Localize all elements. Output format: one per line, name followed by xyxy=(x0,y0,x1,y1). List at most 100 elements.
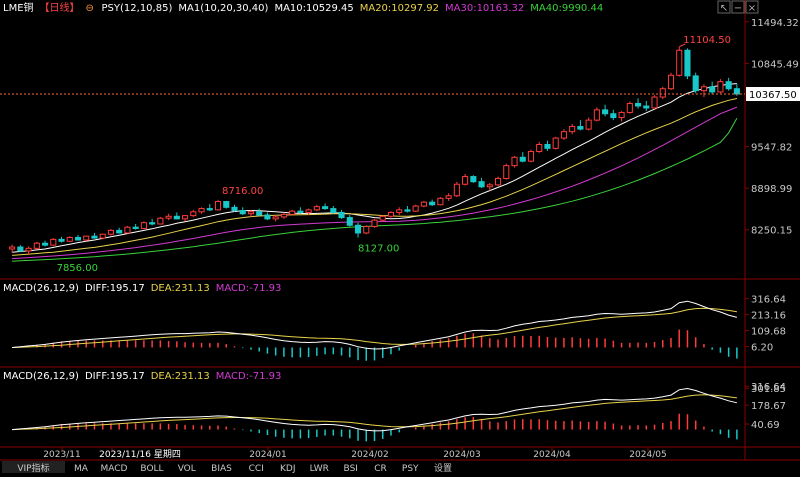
tab-label: VIP指标 xyxy=(17,462,49,473)
candle xyxy=(346,217,353,226)
annotation-mid: 8716.00 xyxy=(222,186,263,197)
close-button[interactable] xyxy=(745,0,759,14)
candle xyxy=(676,49,683,76)
macd-header-dea: DEA:231.13 xyxy=(151,371,210,382)
ma-line-ma10 xyxy=(12,83,737,253)
candle xyxy=(322,206,329,210)
restore-button[interactable] xyxy=(717,0,731,14)
header-symbol: LME铜 xyxy=(3,2,34,14)
price-tick-label: 9547.82 xyxy=(751,143,792,154)
candle xyxy=(99,233,106,239)
info-icon: ⊖ xyxy=(86,3,94,14)
candle xyxy=(445,195,452,199)
tab-9[interactable] xyxy=(337,461,365,473)
tab-6[interactable] xyxy=(242,461,271,473)
tab-0[interactable] xyxy=(2,461,65,473)
candle xyxy=(634,102,642,107)
tab-11[interactable] xyxy=(396,461,425,473)
macd-header-label: MACD(26,12,9) xyxy=(3,371,79,382)
candle xyxy=(651,96,658,109)
candle xyxy=(552,137,559,149)
tab-2[interactable] xyxy=(97,461,131,473)
candle xyxy=(404,209,411,212)
annotation-high: 11104.50 xyxy=(683,35,731,46)
macd-diff-line xyxy=(12,387,738,432)
candle xyxy=(420,201,427,207)
macd-diff-line xyxy=(12,300,738,350)
candle xyxy=(363,226,370,234)
candle xyxy=(354,224,362,234)
macd-tick-label: 109.68 xyxy=(751,327,786,338)
candle xyxy=(182,215,189,220)
x-axis-label: 2024/01 xyxy=(249,450,286,460)
tab-7[interactable] xyxy=(274,461,302,473)
x-axis-label: 2024/03 xyxy=(443,450,480,460)
candle xyxy=(692,75,699,92)
header-ma10: MA10:10529.45 xyxy=(274,3,353,14)
candle xyxy=(206,208,213,211)
price-tick-label: 10845.49 xyxy=(751,59,799,70)
candle xyxy=(305,209,312,213)
candle xyxy=(527,151,535,162)
tab-10[interactable] xyxy=(368,461,393,473)
candle xyxy=(289,210,296,215)
candle xyxy=(396,209,403,213)
candle xyxy=(280,213,287,218)
tab-label: BSI xyxy=(344,464,358,473)
candle xyxy=(437,197,444,206)
candle xyxy=(544,143,551,149)
macd-header-label: MACD(26,12,9) xyxy=(3,283,79,294)
macd-header-diff: DIFF:195.17 xyxy=(85,283,145,294)
tab-3[interactable] xyxy=(135,461,169,473)
candle xyxy=(149,222,156,225)
candle xyxy=(157,217,164,225)
candle xyxy=(709,86,716,93)
candle xyxy=(231,206,238,212)
macd-tick-label: 213.16 xyxy=(751,311,786,322)
candle xyxy=(198,208,205,213)
price-tick-label: 11494.32 xyxy=(751,18,799,29)
tab-label: BOLL xyxy=(140,464,163,473)
candle xyxy=(667,74,675,90)
macd-tick-label: 6.20 xyxy=(751,343,773,354)
ma-line-ma40 xyxy=(12,117,738,262)
x-axis-label: 2024/05 xyxy=(629,450,666,460)
candle xyxy=(338,211,345,219)
macd-tick-label: 178.67 xyxy=(751,401,786,412)
candle xyxy=(387,211,395,217)
candle xyxy=(9,246,16,250)
close-icon: × xyxy=(748,3,756,14)
x-axis-label: 2023/11 xyxy=(43,450,80,460)
macd-tick-label: 40.69 xyxy=(751,420,780,431)
candle xyxy=(602,109,609,115)
candle xyxy=(618,111,625,119)
candle xyxy=(313,206,320,211)
tab-4[interactable] xyxy=(173,461,201,473)
candle xyxy=(107,229,115,235)
candle xyxy=(190,211,197,217)
tab-label: MACD xyxy=(101,464,128,473)
restore-icon: ↖ xyxy=(720,3,728,14)
price-tick-label: 8898.99 xyxy=(751,184,792,195)
candle xyxy=(116,229,123,234)
annotation-low2: 8127.00 xyxy=(358,244,399,255)
candle xyxy=(585,119,592,130)
tab-label: BIAS xyxy=(211,464,232,473)
candle xyxy=(83,235,90,241)
x-axis-label: 2023/11/16 星期四 xyxy=(99,449,181,460)
tab-12[interactable] xyxy=(428,461,458,473)
tab-label: VOL xyxy=(178,464,196,473)
tab-8[interactable] xyxy=(305,461,334,473)
macd-tick-label: 316.64 xyxy=(751,382,786,393)
candle xyxy=(519,156,526,162)
candle xyxy=(25,247,32,252)
macd-tick-label: 301.85 xyxy=(751,384,786,395)
minimize-button[interactable] xyxy=(731,0,745,14)
tab-5[interactable] xyxy=(204,461,239,473)
candle xyxy=(33,242,40,249)
ma-line-ma20 xyxy=(12,98,738,256)
tab-1[interactable] xyxy=(69,461,93,473)
tab-label: PSY xyxy=(402,464,419,473)
